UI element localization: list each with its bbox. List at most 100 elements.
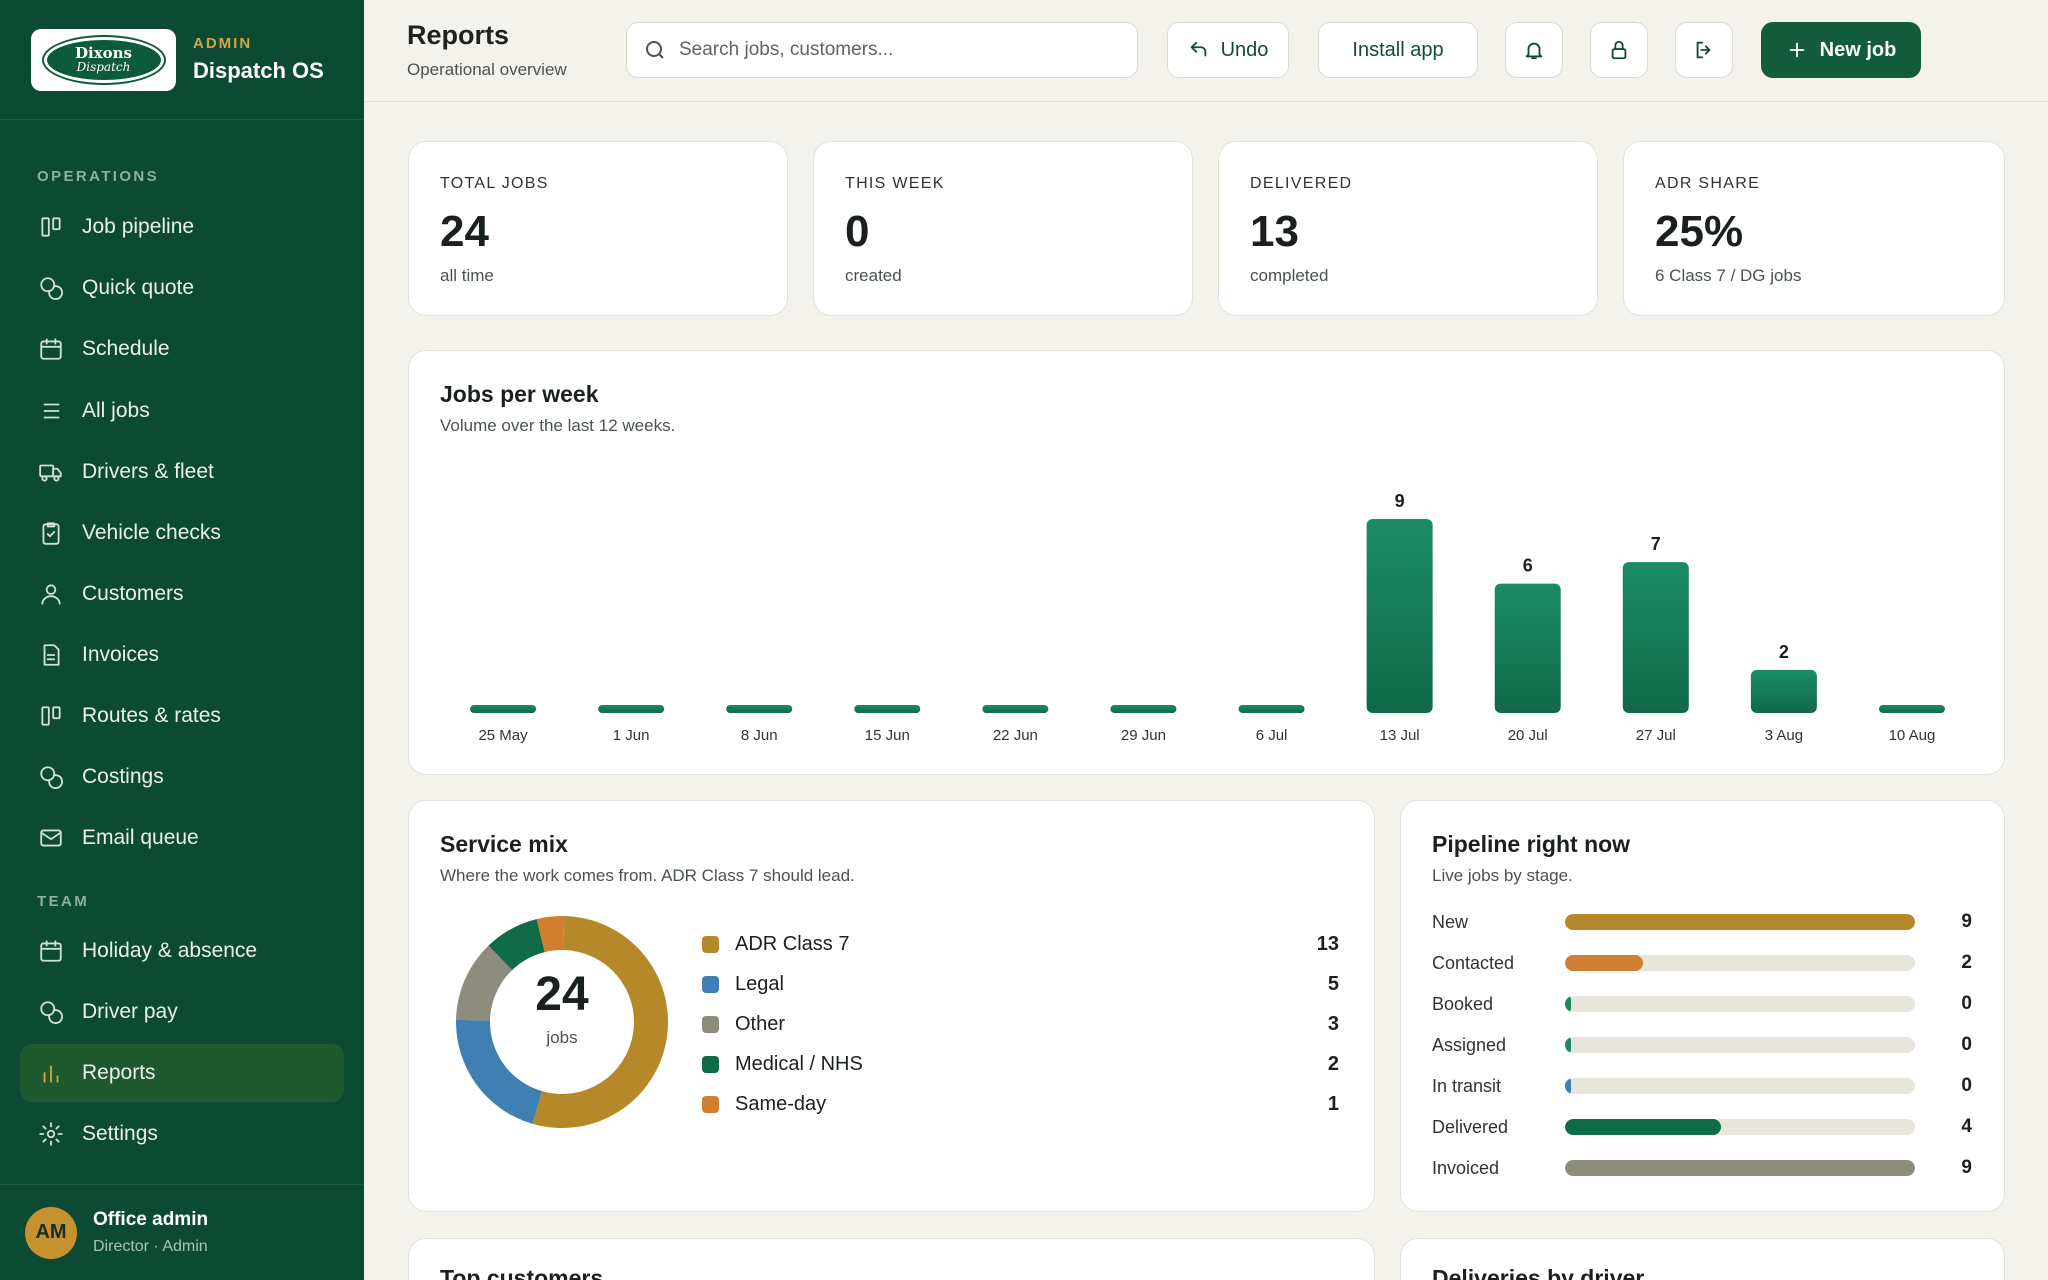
stage-name: Contacted — [1432, 952, 1515, 973]
jobs-per-week-chart: 25 May 1 Jun 8 Jun 15 Jun 22 Jun 29 Jun 6 Jul 1… — [470, 491, 1945, 744]
chart-bar[interactable] — [598, 705, 665, 713]
sidebar-item-email-queue[interactable]: Email queue — [20, 809, 344, 867]
mail-icon — [37, 824, 65, 852]
chart-bar[interactable] — [1750, 669, 1817, 713]
pipeline-row: In transit 0 — [1432, 1071, 1972, 1101]
new-job-button[interactable]: New job — [1761, 22, 1921, 78]
stat-sub: created — [845, 266, 902, 285]
pipeline-row: Booked 0 — [1432, 989, 1972, 1019]
chart-bar[interactable] — [1622, 562, 1689, 713]
stage-bar — [1565, 1037, 1571, 1053]
legend-name: Same-day — [735, 1092, 827, 1115]
coins-icon — [37, 274, 65, 302]
search-input[interactable] — [679, 39, 1119, 61]
sidebar-item-schedule[interactable]: Schedule — [20, 320, 344, 378]
donut-slice[interactable] — [536, 916, 565, 953]
install-app-button[interactable]: Install app — [1318, 22, 1478, 78]
x-tick-label: 8 Jun — [741, 727, 778, 744]
stat-card-delivered: DELIVERED 13 completed — [1218, 141, 1598, 316]
user-info: Office admin Director · Admin — [93, 1209, 208, 1256]
pipeline-row: Contacted 2 — [1432, 948, 1972, 978]
coins-icon — [37, 763, 65, 791]
undo-icon — [1190, 41, 1206, 57]
chart-bar[interactable] — [1366, 519, 1433, 713]
user-profile[interactable]: AM Office admin Director · Admin — [0, 1184, 364, 1280]
bar-value-label: 7 — [1651, 534, 1661, 554]
legend-name: Legal — [735, 972, 784, 995]
sidebar-item-vehicle-checks[interactable]: Vehicle checks — [20, 504, 344, 562]
donut-total-label: jobs — [546, 1028, 578, 1047]
donut-slice[interactable] — [532, 916, 668, 1128]
legend-count: 2 — [1327, 1052, 1339, 1075]
top-customers-card: Top customers — [408, 1238, 1375, 1280]
stat-card-total-jobs: TOTAL JOBS 24 all time — [408, 141, 788, 316]
x-tick-label: 25 May — [478, 727, 528, 744]
donut-slice[interactable] — [456, 1019, 542, 1124]
brand-name: Dispatch OS — [193, 58, 324, 83]
clipboard-check-icon — [37, 519, 65, 547]
x-tick-label: 10 Aug — [1889, 727, 1936, 744]
legend-item: Same-day 1 — [702, 1089, 1339, 1119]
list-icon — [37, 397, 65, 425]
calendar-icon — [37, 937, 65, 965]
legend-count: 13 — [1316, 932, 1339, 955]
sidebar-item-reports[interactable]: Reports — [20, 1044, 344, 1102]
sidebar-item-all-jobs[interactable]: All jobs — [20, 382, 344, 440]
bar-chart-icon — [37, 1059, 65, 1087]
x-tick-label: 27 Jul — [1636, 727, 1676, 744]
stage-name: New — [1432, 911, 1469, 932]
sidebar-item-job-pipeline[interactable]: Job pipeline — [20, 198, 344, 256]
lock-button[interactable] — [1590, 22, 1648, 78]
stat-sub: all time — [440, 266, 494, 285]
sidebar-item-quick-quote[interactable]: Quick quote — [20, 259, 344, 317]
sidebar-item-label: Holiday & absence — [82, 939, 258, 962]
sidebar-item-drivers-fleet[interactable]: Drivers & fleet — [20, 443, 344, 501]
chart-bar[interactable] — [1878, 705, 1945, 713]
pipeline-card: Pipeline right now Live jobs by stage. N… — [1400, 800, 2005, 1212]
notifications-button[interactable] — [1505, 22, 1563, 78]
chart-bar[interactable] — [1238, 705, 1305, 713]
brand-kicker: ADMIN — [193, 35, 253, 52]
search-box[interactable] — [626, 22, 1138, 78]
bar-value-label: 6 — [1523, 556, 1533, 576]
chart-bar[interactable] — [854, 705, 921, 713]
file-icon — [37, 641, 65, 669]
lock-icon — [1611, 40, 1627, 60]
stat-card-this-week: THIS WEEK 0 created — [813, 141, 1193, 316]
sidebar-item-settings[interactable]: Settings — [20, 1105, 344, 1163]
logo[interactable]: Dixons Dispatch — [31, 28, 176, 91]
sidebar-item-invoices[interactable]: Invoices — [20, 626, 344, 684]
pipeline-row: Invoiced 9 — [1432, 1153, 1972, 1183]
deliveries-by-driver-card: Deliveries by driver — [1400, 1238, 2005, 1280]
undo-button[interactable]: Undo — [1167, 22, 1289, 78]
chart-bar[interactable] — [726, 705, 793, 713]
sidebar-item-label: Costings — [82, 765, 164, 788]
sidebar-item-costings[interactable]: Costings — [20, 748, 344, 806]
coins-icon — [37, 998, 65, 1026]
pipeline-subtitle: Live jobs by stage. — [1432, 866, 1573, 885]
user-role: Director · Admin — [93, 1238, 208, 1255]
brand-text: ADMIN Dispatch OS — [193, 35, 324, 84]
chart-bar[interactable] — [1494, 583, 1561, 713]
chart-bar[interactable] — [470, 705, 537, 713]
logout-button[interactable] — [1675, 22, 1733, 78]
sidebar-item-label: Email queue — [82, 826, 199, 849]
sidebar-item-label: Settings — [82, 1122, 158, 1145]
sidebar-item-customers[interactable]: Customers — [20, 565, 344, 623]
donut-slice[interactable] — [488, 919, 545, 971]
stat-value: 25% — [1655, 207, 1744, 256]
sidebar-item-driver-pay[interactable]: Driver pay — [20, 983, 344, 1041]
sidebar-item-holiday-absence[interactable]: Holiday & absence — [20, 922, 344, 980]
stage-track — [1565, 914, 1915, 930]
chart-bar[interactable] — [982, 705, 1049, 713]
chart-bar[interactable] — [1110, 705, 1177, 713]
x-tick-label: 22 Jun — [993, 727, 1038, 744]
stat-label: TOTAL JOBS — [440, 175, 549, 192]
legend-name: Medical / NHS — [735, 1052, 863, 1075]
donut-slice[interactable] — [456, 945, 513, 1021]
sidebar-item-label: Schedule — [82, 337, 170, 360]
page-subtitle: Operational overview — [407, 60, 567, 79]
sidebar-item-routes-rates[interactable]: Routes & rates — [20, 687, 344, 745]
bell-icon — [1525, 42, 1543, 60]
stage-name: In transit — [1432, 1075, 1502, 1096]
